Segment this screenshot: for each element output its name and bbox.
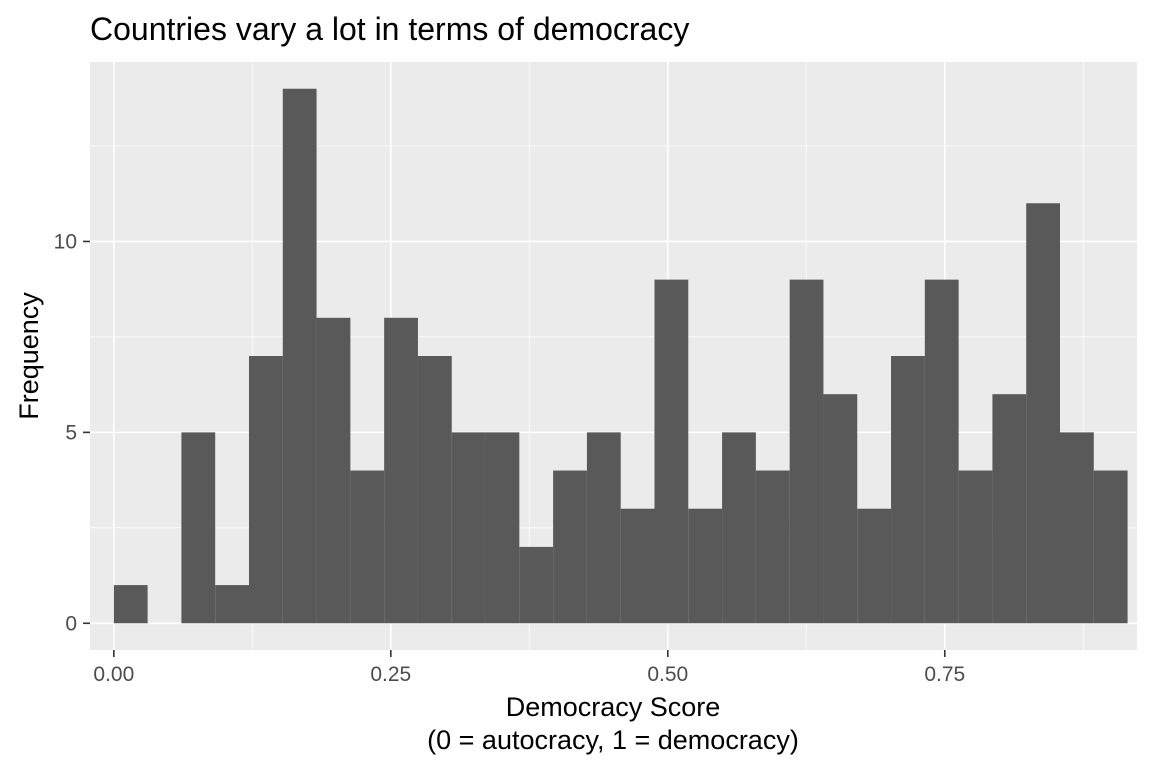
histogram-bar bbox=[891, 356, 925, 624]
histogram-bar bbox=[857, 508, 892, 624]
y-axis-ticks: 0 5 10 bbox=[54, 230, 90, 635]
histogram-bar bbox=[1093, 470, 1128, 624]
histogram-bar bbox=[485, 432, 520, 624]
histogram-bar bbox=[417, 356, 452, 624]
chart-title: Countries vary a lot in terms of democra… bbox=[90, 11, 689, 47]
histogram-bar bbox=[823, 394, 858, 624]
x-axis-subtitle: (0 = autocracy, 1 = democracy) bbox=[427, 725, 799, 755]
histogram-bar bbox=[215, 585, 249, 624]
x-axis-title: Democracy Score bbox=[506, 692, 721, 722]
histogram-bar bbox=[181, 432, 216, 624]
histogram-bar bbox=[722, 432, 756, 624]
histogram-bar bbox=[451, 432, 486, 624]
histogram-bar bbox=[1059, 432, 1094, 624]
y-tick-label: 5 bbox=[65, 421, 77, 444]
x-tick-label: 0.75 bbox=[924, 663, 965, 686]
x-tick-label: 0.25 bbox=[370, 663, 411, 686]
histogram-bar bbox=[553, 470, 587, 624]
y-tick-label: 10 bbox=[54, 230, 77, 253]
y-axis-title: Frequency bbox=[14, 292, 44, 420]
histogram-bars bbox=[113, 88, 1128, 624]
histogram-bar bbox=[992, 394, 1027, 624]
histogram-bar bbox=[755, 470, 790, 624]
x-tick-label: 0.50 bbox=[647, 663, 688, 686]
histogram-bar bbox=[519, 546, 554, 624]
histogram-bar bbox=[924, 279, 959, 624]
y-tick-label: 0 bbox=[65, 612, 77, 635]
x-axis-ticks: 0.00 0.25 0.50 0.75 bbox=[93, 650, 965, 686]
histogram-bar bbox=[248, 356, 283, 624]
histogram-bar bbox=[316, 317, 351, 624]
histogram-bar bbox=[654, 279, 689, 624]
histogram-bar bbox=[113, 585, 148, 624]
histogram-bar bbox=[350, 470, 385, 624]
histogram-bar bbox=[688, 508, 723, 624]
histogram-bar bbox=[620, 508, 655, 624]
histogram-bar bbox=[282, 88, 317, 624]
histogram-bar bbox=[1026, 203, 1060, 624]
x-tick-label: 0.00 bbox=[93, 663, 134, 686]
histogram-bar bbox=[789, 279, 824, 624]
histogram-bar bbox=[586, 432, 621, 624]
histogram-bar bbox=[958, 470, 993, 624]
histogram-bar bbox=[384, 317, 418, 624]
